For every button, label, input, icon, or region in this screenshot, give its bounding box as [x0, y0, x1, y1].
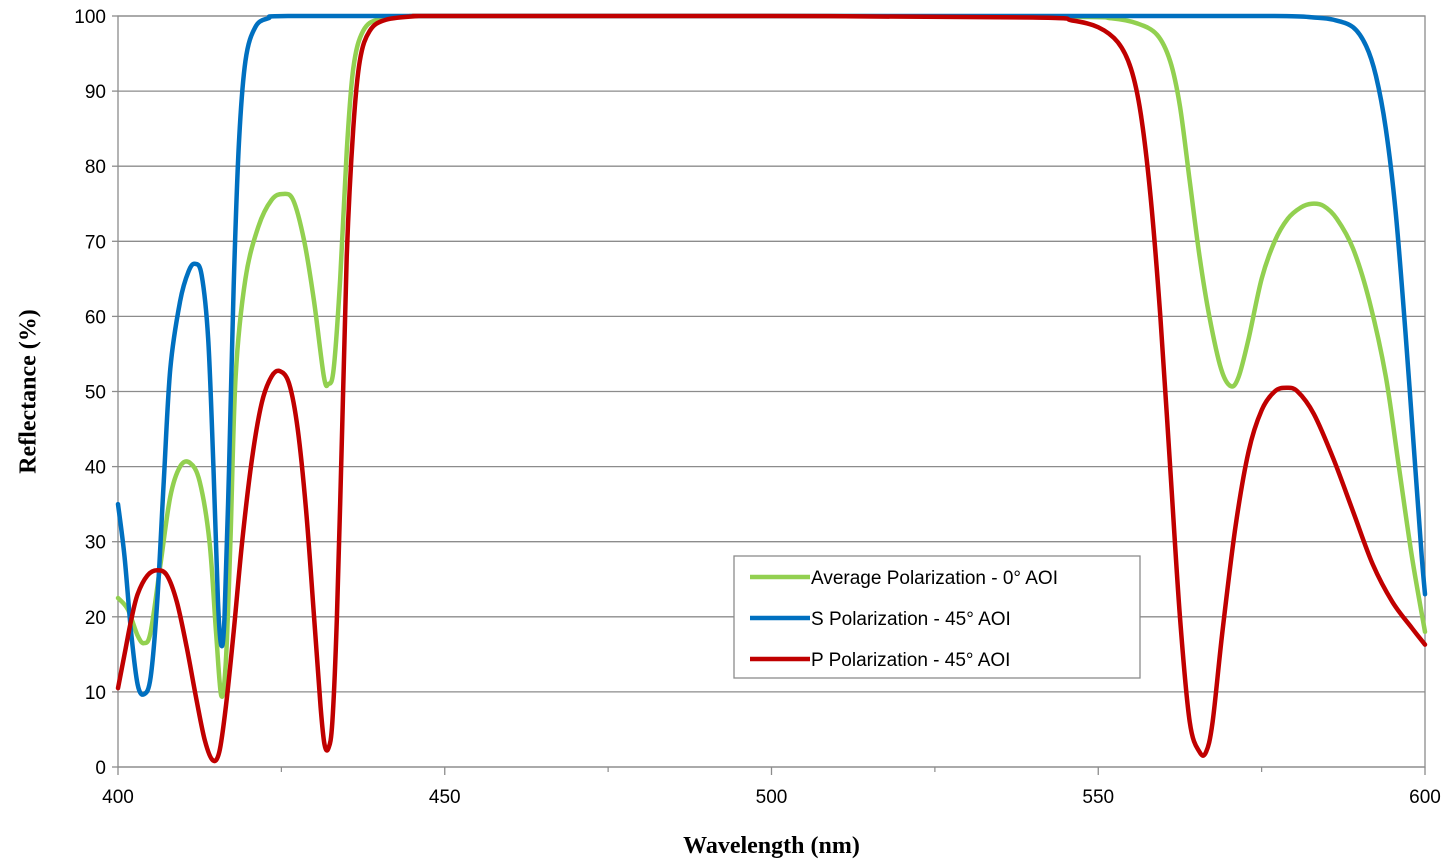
x-axis-title: Wavelength (nm)	[683, 833, 860, 859]
y-tick-label-90: 90	[85, 82, 106, 103]
legend-label-s-polarization: S Polarization - 45° AOI	[811, 609, 1011, 630]
y-tick-label-60: 60	[85, 307, 106, 328]
y-tick-label-0: 0	[95, 758, 106, 779]
series-line-p-polarization	[115, 13, 1428, 764]
y-tick-label-40: 40	[85, 458, 106, 479]
legend-label-average-polarization: Average Polarization - 0° AOI	[811, 568, 1058, 589]
x-tick-label-450: 450	[429, 787, 461, 808]
y-tick-label-50: 50	[85, 383, 106, 404]
x-tick-label-400: 400	[102, 787, 134, 808]
x-tick-label-600: 600	[1409, 787, 1441, 808]
tick-labels: 0 10 20 30 40 50 60 70 80 90 100 400 450 500 550 600	[74, 7, 1441, 808]
legend: Average Polarization - 0° AOI S Polarizat…	[733, 555, 1141, 679]
y-tick-label-20: 20	[85, 608, 106, 629]
y-axis-title: Reflectance (%)	[16, 309, 42, 474]
y-tick-label-100: 100	[74, 7, 106, 28]
x-tick-label-500: 500	[756, 787, 788, 808]
series-line-s-polarization	[115, 13, 1428, 697]
y-tick-label-70: 70	[85, 232, 106, 253]
y-tick-label-10: 10	[85, 683, 106, 704]
legend-label-p-polarization: P Polarization - 45° AOI	[811, 650, 1010, 671]
y-tick-label-30: 30	[85, 533, 106, 554]
x-tick-label-550: 550	[1082, 787, 1114, 808]
series-group	[115, 13, 1428, 764]
y-tick-label-80: 80	[85, 157, 106, 178]
series-line-average-polarization	[115, 13, 1428, 699]
